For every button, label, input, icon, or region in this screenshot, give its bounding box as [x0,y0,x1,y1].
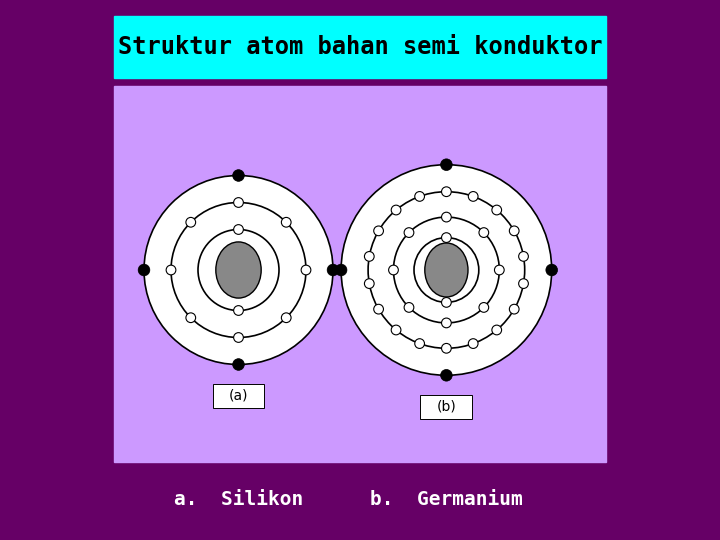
Ellipse shape [186,218,196,227]
Ellipse shape [441,187,451,197]
Ellipse shape [441,160,451,170]
Text: Struktur atom bahan semi konduktor: Struktur atom bahan semi konduktor [118,35,602,59]
Ellipse shape [391,325,401,335]
Ellipse shape [425,243,468,297]
Ellipse shape [166,265,176,275]
Ellipse shape [233,225,243,234]
Ellipse shape [186,313,196,322]
Ellipse shape [282,218,291,227]
Ellipse shape [441,233,451,242]
FancyBboxPatch shape [420,395,472,418]
Ellipse shape [509,226,519,235]
Ellipse shape [492,325,502,335]
Ellipse shape [327,264,339,276]
Ellipse shape [492,205,502,215]
Ellipse shape [518,279,528,288]
Ellipse shape [441,318,451,328]
Text: b.  Germanium: b. Germanium [370,490,523,509]
Ellipse shape [441,370,451,380]
Ellipse shape [364,279,374,288]
Text: (a): (a) [229,389,248,403]
Ellipse shape [233,333,243,342]
Ellipse shape [233,171,243,180]
Ellipse shape [364,252,374,261]
FancyBboxPatch shape [114,86,606,462]
FancyBboxPatch shape [114,16,606,78]
Text: (b): (b) [436,400,456,414]
Ellipse shape [547,265,557,275]
Ellipse shape [341,165,552,375]
Ellipse shape [374,304,384,314]
Ellipse shape [233,170,244,181]
Ellipse shape [233,306,243,315]
FancyBboxPatch shape [212,384,264,408]
Ellipse shape [479,302,489,312]
Ellipse shape [138,264,150,276]
Ellipse shape [198,230,279,310]
Ellipse shape [394,217,500,323]
Ellipse shape [441,369,452,381]
Ellipse shape [233,198,243,207]
Ellipse shape [509,305,519,314]
Ellipse shape [389,265,398,275]
Ellipse shape [404,302,414,312]
Ellipse shape [282,313,291,322]
Ellipse shape [441,159,452,171]
Ellipse shape [139,265,149,275]
Ellipse shape [171,202,306,338]
Ellipse shape [404,228,414,238]
Ellipse shape [336,264,347,276]
Ellipse shape [468,339,478,348]
Ellipse shape [414,238,479,302]
Ellipse shape [391,205,401,215]
Ellipse shape [216,242,261,298]
Ellipse shape [441,343,451,353]
Ellipse shape [233,359,244,370]
Ellipse shape [415,339,425,348]
Ellipse shape [415,192,425,201]
Text: a.  Silikon: a. Silikon [174,490,303,509]
Ellipse shape [495,265,504,275]
Ellipse shape [441,212,451,222]
Ellipse shape [468,192,478,201]
Ellipse shape [301,265,311,275]
Ellipse shape [328,265,338,275]
Ellipse shape [144,176,333,364]
Ellipse shape [518,252,528,261]
Ellipse shape [479,228,489,238]
Ellipse shape [336,265,346,275]
Ellipse shape [233,360,243,369]
Ellipse shape [441,298,451,307]
Ellipse shape [368,192,525,348]
Ellipse shape [374,226,384,235]
Ellipse shape [546,264,557,276]
